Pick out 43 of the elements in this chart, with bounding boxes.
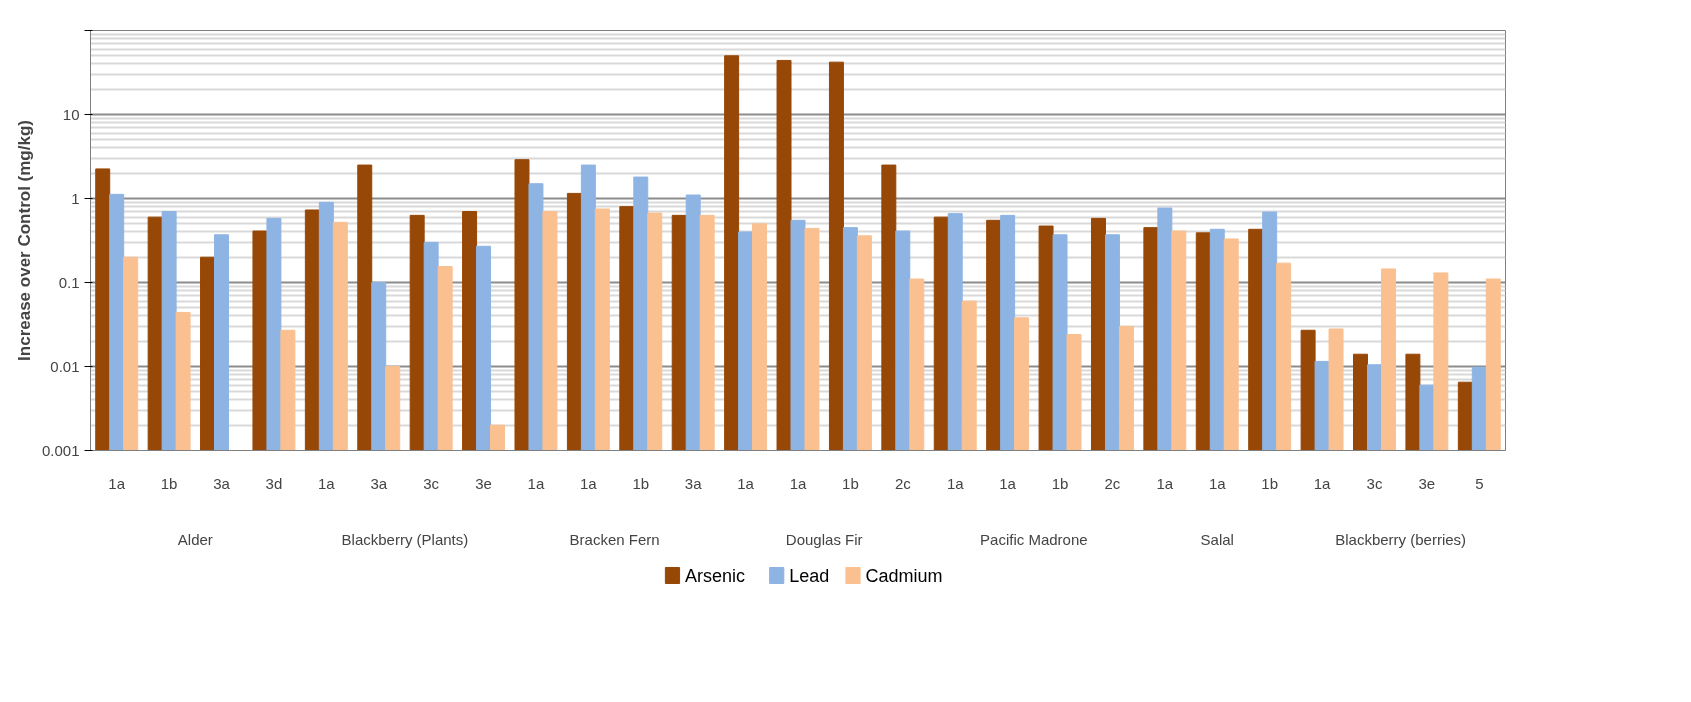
category-label: 5: [1475, 474, 1484, 492]
category-label: Salal: [1200, 530, 1234, 548]
category-label: Bracken Fern: [569, 530, 660, 548]
category-label: 3d: [265, 474, 283, 492]
category-label: 1b: [632, 474, 650, 492]
y-tick-label: 0.1: [58, 273, 80, 291]
category-label: 2c: [1104, 474, 1121, 492]
y-tick-label: 0.01: [50, 357, 80, 375]
legend-label: Cadmium: [865, 565, 943, 586]
category-label: 1b: [842, 474, 859, 492]
category-label: 3a: [213, 474, 230, 492]
category-label: 3a: [684, 474, 702, 492]
y-tick-label: 0.001: [41, 441, 80, 459]
y-tick-label: 1: [71, 189, 80, 207]
category-label: 1a: [1156, 474, 1174, 492]
category-label: Alder: [177, 530, 213, 548]
category-label: 3c: [1366, 474, 1383, 492]
category-label: 1a: [108, 474, 126, 492]
legend-label: Lead: [789, 565, 830, 586]
category-label: 1a: [737, 474, 754, 492]
y-tick-label: 10: [62, 105, 80, 123]
category-label: 1a: [999, 474, 1016, 492]
category-label: 1a: [580, 474, 597, 492]
category-label: 1b: [160, 474, 178, 492]
category-label: 1b: [1261, 474, 1279, 492]
category-label: 1a: [789, 474, 807, 492]
category-label: 1a: [527, 474, 545, 492]
category-label: 1b: [1051, 474, 1069, 492]
category-label: 1a: [317, 474, 335, 492]
category-label: Blackberry (Plants): [341, 530, 469, 548]
category-label: 3c: [423, 474, 440, 492]
category-label: Douglas Fir: [785, 530, 863, 548]
category-label: 3a: [370, 474, 388, 492]
category-label: Blackberry (berries): [1335, 530, 1467, 548]
category-label: Pacific Madrone: [980, 530, 1088, 548]
category-label: 3e: [475, 474, 492, 492]
legend-label: Arsenic: [684, 565, 745, 586]
category-label: 1a: [1313, 474, 1331, 492]
category-label: 1a: [1208, 474, 1226, 492]
category-label: 2c: [894, 474, 911, 492]
category-label: 1a: [946, 474, 964, 492]
y-axis-title: Increase over Control (mg/kg): [14, 120, 34, 361]
category-label: 3e: [1418, 474, 1436, 492]
